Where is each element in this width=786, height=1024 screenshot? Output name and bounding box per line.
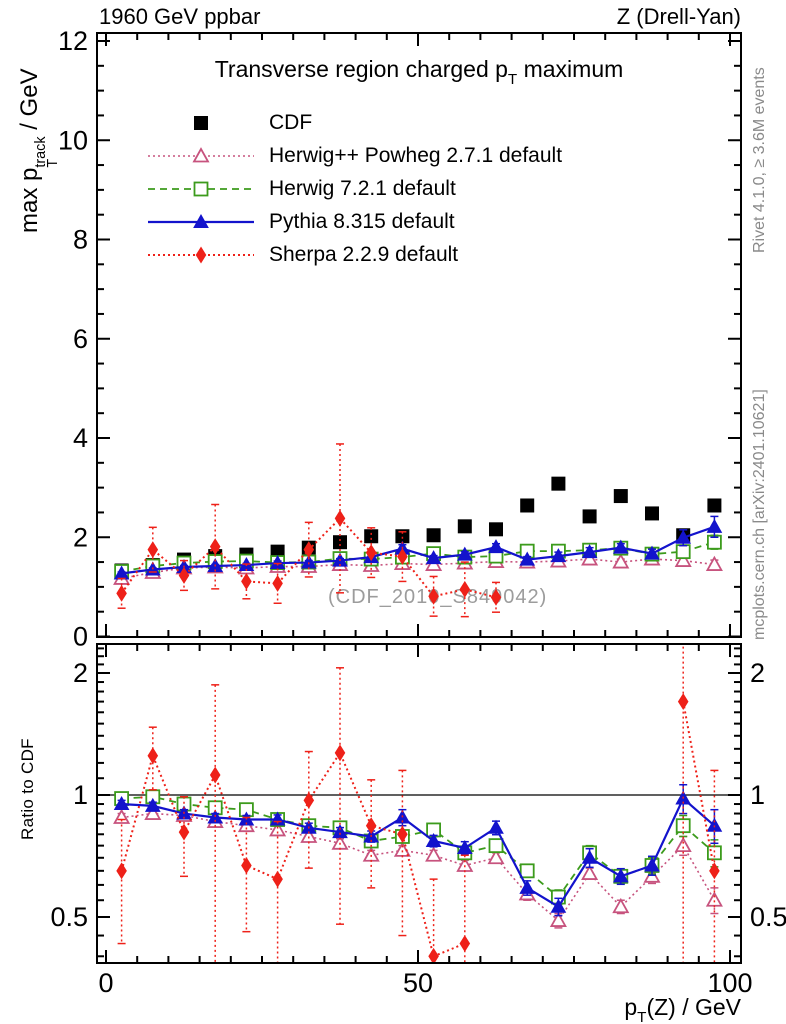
y-main-tick-label: 2	[73, 522, 88, 552]
legend-row-cdf: CDF	[146, 106, 562, 139]
x-title-post: (Z) / GeV	[646, 994, 741, 1020]
x-tick-label: 50	[403, 968, 433, 998]
herwigpp-powheg-legend-swatch	[148, 146, 254, 162]
cdf-marker-icon	[146, 111, 256, 135]
legend-label-sherpa: Sherpa 2.2.9 default	[269, 242, 459, 266]
series-herwigpp-powheg-main	[113, 550, 723, 585]
legend-label-herwig7: Herwig 7.2.1 default	[269, 176, 456, 200]
series-herwigpp-powheg-ratio	[113, 804, 723, 929]
ratio-tick-label-left: 0.5	[50, 902, 88, 932]
y-main-tick-label: 10	[58, 125, 88, 155]
x-title-pre: p	[624, 994, 638, 1020]
pythia8-marker-icon	[146, 210, 256, 234]
ratio-tick-label-left: 2	[73, 658, 88, 688]
y-main-tick-label: 8	[73, 225, 88, 255]
panel-frame	[96, 643, 742, 964]
legend-row-herwigpp-powheg: Herwig++ Powheg 2.7.1 default	[146, 139, 562, 172]
x-axis-title: pT(Z) / GeV	[441, 994, 741, 1024]
y-main-tick-label: 12	[58, 26, 88, 56]
beam-energy-label: 1960 GeV ppbar	[99, 4, 261, 29]
legend-label-herwigpp-powheg: Herwig++ Powheg 2.7.1 default	[269, 143, 563, 167]
legend-row-herwig7: Herwig 7.2.1 default	[146, 172, 562, 205]
series-herwig7-ratio	[114, 789, 722, 906]
series-sherpa-ratio	[116, 645, 720, 962]
sherpa-legend-swatch	[148, 246, 254, 263]
legend-row-pythia8: Pythia 8.315 default	[146, 205, 562, 238]
x-title-sub: T	[637, 1009, 647, 1024]
cdf-legend-swatch	[194, 115, 208, 130]
plot-title: Transverse region charged pT maximum	[97, 56, 741, 88]
herwig7-legend-swatch	[148, 181, 254, 196]
ratio-tick-label-left: 1	[73, 780, 88, 810]
y-main-tick-label: 0	[73, 622, 88, 652]
plot-title-text2: maximum	[517, 56, 624, 82]
series-pythia8-ratio	[113, 783, 723, 917]
y-main-supsub: track T	[33, 136, 61, 168]
mcplots-arxiv-note: mcplots.cern.ch [arXiv:2401.10621]	[751, 389, 768, 640]
rivet-version-note: Rivet 4.1.0, ≥ 3.6M events	[751, 67, 768, 253]
y-main-sub: T	[44, 158, 61, 168]
process-label: Z (Drell-Yan)	[616, 4, 741, 29]
herwig7-marker-icon	[146, 177, 256, 201]
y-axis-title-main: max p track T / GeV	[16, 68, 61, 233]
x-tick-label: 100	[707, 968, 752, 998]
pythia8-legend-swatch	[148, 213, 254, 228]
legend-label-pythia8: Pythia 8.315 default	[269, 209, 455, 233]
legend-row-sherpa: Sherpa 2.2.9 default	[146, 238, 562, 271]
x-tick-label: 0	[98, 968, 113, 998]
legend-label-cdf: CDF	[269, 110, 313, 134]
plot-title-text: Transverse region charged p	[214, 56, 508, 82]
y-main-tick-label: 4	[73, 423, 88, 453]
plot-title-sub: T	[507, 71, 518, 88]
legend: CDF Herwig++ Powheg 2.7.1 default Herwig…	[146, 106, 562, 271]
series-pythia8-main	[113, 515, 723, 580]
y-axis-title-ratio: Ratio to CDF	[18, 738, 37, 840]
y-main-pre: max p	[16, 167, 43, 233]
ratio-tick-label-right: 0.5	[750, 902, 786, 932]
series-herwig7-main	[114, 534, 722, 579]
y-main-post: / GeV	[16, 68, 43, 137]
ratio-tick-label-right: 2	[750, 658, 765, 688]
y-main-tick-label: 6	[73, 324, 88, 354]
sherpa-marker-icon	[146, 243, 256, 267]
ratio-tick-label-right: 1	[750, 780, 765, 810]
herwigpp-powheg-marker-icon	[146, 144, 256, 168]
series-sherpa-main	[116, 443, 502, 618]
